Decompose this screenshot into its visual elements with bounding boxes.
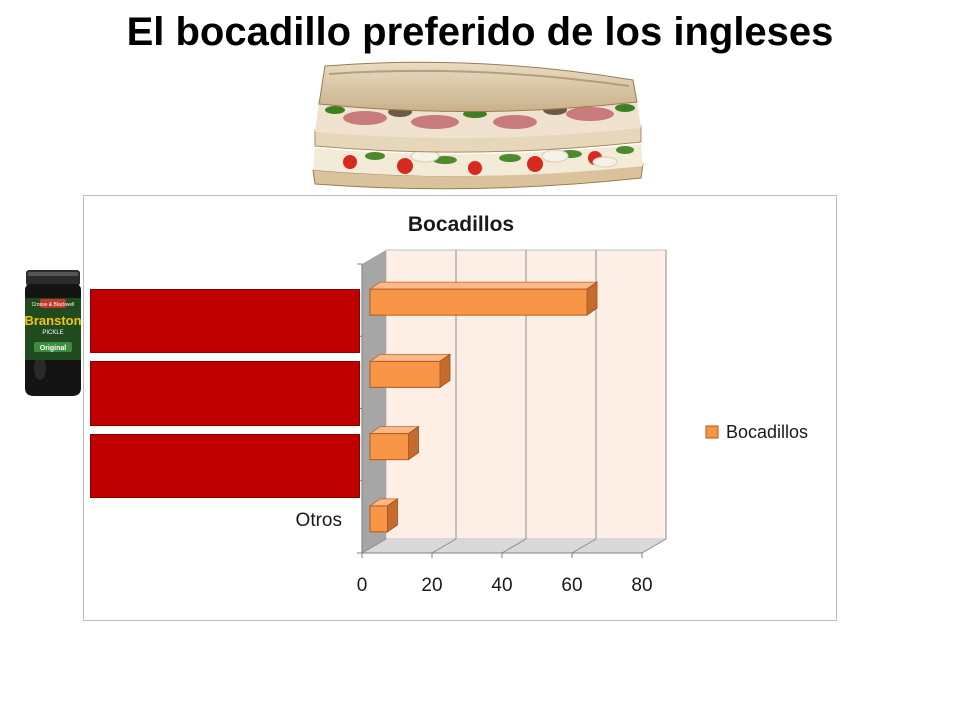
bar (369, 360, 441, 388)
slide-title: El bocadillo preferido de los ingleses (126, 10, 834, 54)
jar-label-maker: Crosse & Blackwell (32, 302, 75, 308)
category-cover-box (90, 289, 360, 354)
pickle-jar-photo: Crosse & Blackwell Branston PICKLE Origi… (24, 270, 82, 396)
jar-label-sub: PICKLE (42, 330, 63, 336)
bar (369, 505, 388, 533)
floor-gridline (571, 538, 597, 554)
x-tick-label: 40 (491, 575, 512, 596)
x-tick-label: 0 (357, 575, 368, 596)
floor-gridline (361, 538, 387, 554)
jar-label-brand: Branston (24, 313, 81, 328)
x-tick-label: 80 (631, 575, 652, 596)
x-tick-label: 20 (421, 575, 442, 596)
y-category-label: Otros (296, 510, 342, 531)
floor-gridline (501, 538, 527, 554)
plot-side-wall (362, 250, 386, 553)
legend-label: Bocadillos (726, 422, 808, 442)
legend: Bocadillos (705, 422, 808, 442)
chart-title: Bocadillos (408, 213, 514, 236)
bar (369, 433, 409, 461)
floor-gridline (641, 538, 667, 554)
sandwich-photo (312, 61, 644, 190)
floor-gridline (431, 538, 457, 554)
legend-swatch (705, 425, 719, 439)
x-tick-label: 60 (561, 575, 582, 596)
category-cover-box (90, 433, 360, 498)
jar-label-variant: Original (40, 345, 67, 352)
category-cover-box (90, 361, 360, 426)
bar-chart: 0 20 40 60 80 Otros Bocadillos Bocadillos (296, 213, 809, 596)
bar-top (368, 353, 452, 362)
bar (369, 288, 588, 316)
bar-top (368, 281, 599, 290)
